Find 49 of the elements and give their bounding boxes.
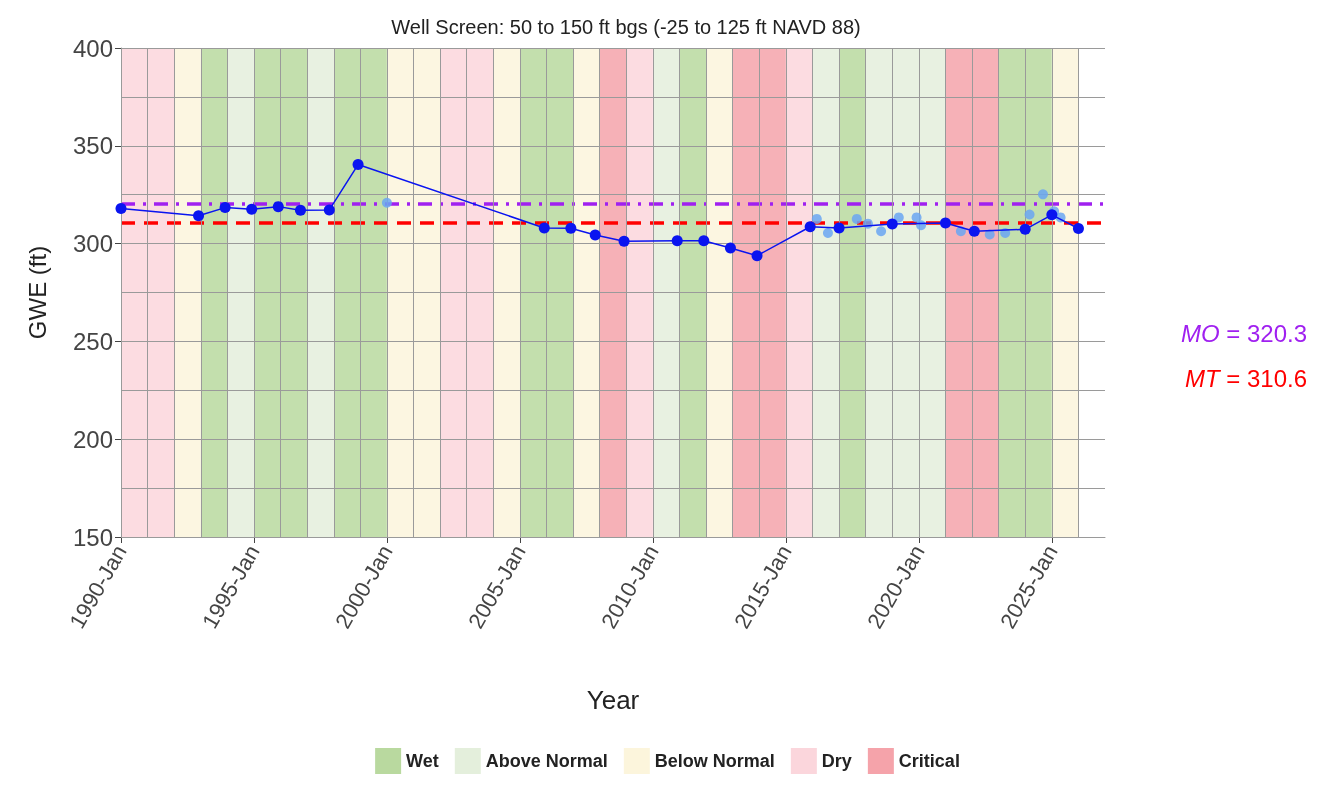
point [538,222,550,234]
y-tick-label: 350 [72,132,113,160]
point [724,242,736,254]
point [1037,189,1048,200]
point [115,202,127,214]
point [939,217,951,229]
legend-label: Dry [821,751,852,771]
point [352,159,364,171]
point [851,213,862,224]
y-axis-title: GWE (ft) [23,245,51,340]
point [589,229,601,241]
legend-label: Below Normal [654,751,775,771]
x-axis-title: Year [586,685,640,715]
legend-label: Critical [898,751,960,771]
point [698,235,710,247]
point [811,213,822,224]
legend-label: Wet [406,751,439,771]
point [893,212,904,223]
y-tick-label: 150 [72,523,113,551]
point [246,203,258,215]
point [272,201,284,213]
point [968,225,980,237]
point [1046,209,1058,221]
point [323,204,335,216]
point [751,250,763,262]
chart-title: Well Screen: 50 to 150 ft bgs (-25 to 125 ft NAVD 88) [391,16,861,38]
point [1024,209,1035,220]
point [193,210,205,222]
legend-label: Above Normal [485,751,608,771]
point [804,221,816,233]
point [381,197,392,208]
point [295,204,306,216]
point [1072,223,1084,235]
point [618,235,630,247]
ref-line-label: MO = 320.3 [1180,319,1308,347]
ref-line-label: MT = 310.6 [1184,364,1308,392]
y-tick-label: 200 [72,425,113,453]
point [219,202,231,214]
point [833,222,845,234]
point [671,235,683,247]
y-tick-label: 400 [72,34,113,62]
point [822,228,833,239]
y-tick-label: 300 [72,230,113,258]
point [911,212,922,223]
y-tick-label: 250 [72,327,113,355]
point [886,218,898,230]
point [876,226,887,237]
point [1019,223,1031,235]
point [565,222,577,234]
